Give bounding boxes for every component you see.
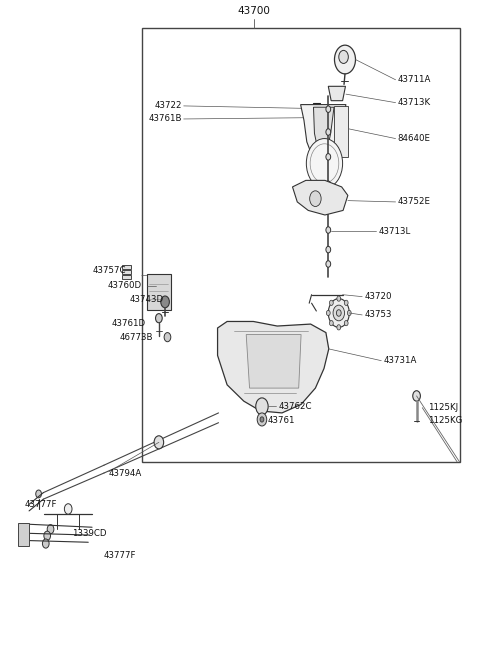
Circle shape [36, 490, 41, 498]
Circle shape [326, 154, 331, 160]
Circle shape [337, 325, 341, 330]
Circle shape [326, 181, 331, 188]
Text: 43743D: 43743D [129, 295, 163, 304]
Text: 43762C: 43762C [278, 402, 312, 411]
Text: 1339CD: 1339CD [72, 529, 107, 539]
Text: 43753: 43753 [364, 310, 392, 319]
Circle shape [314, 114, 319, 121]
Bar [18, 523, 29, 546]
Polygon shape [292, 180, 348, 215]
Circle shape [310, 191, 321, 207]
Circle shape [326, 227, 331, 234]
Circle shape [257, 413, 267, 426]
Circle shape [64, 504, 72, 514]
Circle shape [326, 260, 331, 267]
Text: 43711A: 43711A [397, 75, 431, 84]
Circle shape [312, 111, 321, 124]
Bar [122, 275, 131, 279]
Circle shape [326, 247, 331, 253]
Text: 43794A: 43794A [109, 468, 142, 478]
Circle shape [335, 45, 356, 74]
Circle shape [256, 398, 268, 415]
Text: 84640E: 84640E [397, 134, 431, 143]
Text: 46773B: 46773B [120, 333, 153, 342]
Text: 43713L: 43713L [378, 227, 411, 236]
Circle shape [260, 417, 264, 422]
Circle shape [306, 138, 343, 188]
Text: 43720: 43720 [364, 292, 392, 301]
Text: 43757C: 43757C [93, 266, 127, 275]
Text: 43761: 43761 [268, 417, 295, 425]
Circle shape [326, 201, 331, 207]
Text: 43700: 43700 [238, 6, 271, 16]
Circle shape [161, 296, 169, 308]
Circle shape [42, 539, 49, 548]
Text: 43777F: 43777F [24, 500, 57, 509]
Text: 1125KJ: 1125KJ [429, 403, 458, 412]
Circle shape [326, 129, 331, 135]
Circle shape [154, 436, 164, 449]
Text: 43713K: 43713K [397, 98, 431, 107]
Text: 43761B: 43761B [148, 114, 182, 123]
Polygon shape [147, 274, 171, 310]
Circle shape [337, 296, 341, 301]
Circle shape [336, 310, 341, 316]
Text: 43760D: 43760D [108, 281, 142, 290]
Circle shape [339, 51, 348, 64]
Circle shape [413, 391, 420, 401]
Circle shape [348, 310, 351, 316]
Bar [142, 28, 459, 462]
Circle shape [44, 531, 50, 541]
Circle shape [47, 525, 54, 534]
Polygon shape [300, 104, 346, 157]
Circle shape [344, 321, 348, 326]
Text: 43777F: 43777F [104, 551, 136, 560]
Text: 43761D: 43761D [111, 319, 145, 328]
Polygon shape [328, 87, 346, 100]
Circle shape [329, 321, 333, 326]
Text: 1125KG: 1125KG [429, 417, 463, 425]
Polygon shape [246, 335, 301, 388]
Text: 43752E: 43752E [397, 197, 431, 207]
Circle shape [329, 300, 333, 306]
Polygon shape [334, 106, 348, 157]
Polygon shape [313, 107, 334, 152]
Circle shape [326, 310, 330, 316]
Text: 43731A: 43731A [383, 356, 417, 365]
Circle shape [164, 333, 171, 342]
Bar [122, 270, 131, 274]
Circle shape [344, 300, 348, 306]
Circle shape [333, 305, 345, 321]
Polygon shape [217, 321, 329, 413]
Circle shape [156, 314, 162, 323]
Bar [312, 103, 320, 113]
Text: 43722: 43722 [154, 102, 182, 110]
Circle shape [326, 106, 331, 112]
Bar [122, 264, 131, 268]
Circle shape [328, 298, 349, 327]
